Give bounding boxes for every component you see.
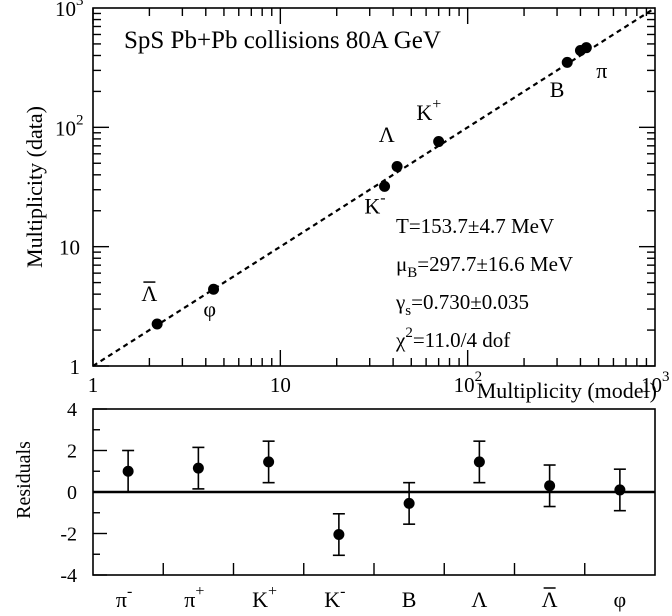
residual-y-tick-label: 4 bbox=[67, 399, 77, 421]
x-tick-label: 1 bbox=[88, 373, 99, 397]
y-axis-label: Multiplicity (data) bbox=[22, 106, 47, 268]
diagonal-line bbox=[92, 7, 656, 367]
fit-parameter: μB=297.7±16.6 MeV bbox=[396, 252, 573, 281]
category-label: Λ bbox=[542, 587, 558, 612]
fit-parameter: γs=0.730±0.035 bbox=[395, 290, 529, 319]
top-plot-frame bbox=[92, 7, 656, 367]
residual-point bbox=[122, 465, 134, 477]
reference-line bbox=[92, 7, 656, 367]
particle-label: π bbox=[596, 58, 607, 83]
residual-point bbox=[333, 529, 345, 541]
top-data-points bbox=[151, 42, 592, 330]
data-point bbox=[151, 318, 163, 330]
y-tick-label: 102 bbox=[55, 112, 84, 140]
particle-label: Λ bbox=[379, 122, 395, 147]
fit-parameters: T=153.7±4.7 MeV μB=297.7±16.6 MeV γs=0.730… bbox=[395, 214, 573, 352]
x-axis-label: Multiplicity (model) bbox=[477, 378, 657, 403]
particle-label: K+ bbox=[416, 96, 441, 125]
residual-point bbox=[614, 484, 626, 496]
category-label: π+ bbox=[184, 583, 204, 612]
point-labels: Λφ K- Λ K+ Bπ bbox=[141, 58, 607, 322]
residual-points bbox=[122, 440, 626, 557]
residual-y-tick-label: 0 bbox=[67, 482, 77, 504]
residual-point bbox=[473, 456, 485, 468]
category-label: π- bbox=[116, 583, 132, 612]
data-point bbox=[208, 283, 220, 295]
residual-point bbox=[263, 456, 275, 468]
particle-label: B bbox=[550, 77, 565, 102]
particle-label: φ bbox=[203, 296, 216, 321]
x-tick-label: 10 bbox=[270, 373, 291, 397]
residual-y-tick-label: -2 bbox=[60, 524, 77, 546]
category-label: K+ bbox=[252, 583, 277, 612]
category-label: K- bbox=[324, 583, 345, 612]
y-tick-label: 103 bbox=[55, 0, 84, 21]
residual-point bbox=[403, 497, 415, 509]
category-label: φ bbox=[614, 587, 627, 612]
category-label: B bbox=[402, 587, 417, 612]
x-tick-label: 102 bbox=[454, 369, 483, 397]
particle-label: K- bbox=[364, 189, 385, 218]
top-axis-ticks: 1 10 102 103 1 10 102 103 bbox=[55, 0, 670, 397]
residual-y-tick-label: 2 bbox=[67, 441, 77, 463]
x-tick-label: 103 bbox=[641, 369, 670, 397]
bottom-axis-ticks: 4 2 0 -2 -4 bbox=[60, 399, 586, 587]
data-point bbox=[391, 160, 403, 172]
particle-label: Λ bbox=[141, 281, 157, 306]
data-point bbox=[580, 42, 592, 54]
y-tick-label: 1 bbox=[70, 355, 81, 379]
residual-point bbox=[192, 462, 204, 474]
fit-parameter: T=153.7±4.7 MeV bbox=[396, 214, 554, 238]
chart-title: SpS Pb+Pb collisions 80A GeV bbox=[124, 27, 441, 54]
residuals-axis-label: Residuals bbox=[13, 441, 35, 519]
category-label: Λ bbox=[471, 587, 487, 612]
fit-parameter: χ2=11.0/4 dof bbox=[395, 325, 510, 352]
residual-y-tick-label: -4 bbox=[60, 565, 77, 587]
data-point bbox=[561, 56, 573, 68]
residual-point bbox=[544, 480, 556, 492]
y-tick-label: 10 bbox=[59, 236, 80, 260]
data-point bbox=[433, 136, 445, 148]
data-point bbox=[379, 180, 391, 192]
